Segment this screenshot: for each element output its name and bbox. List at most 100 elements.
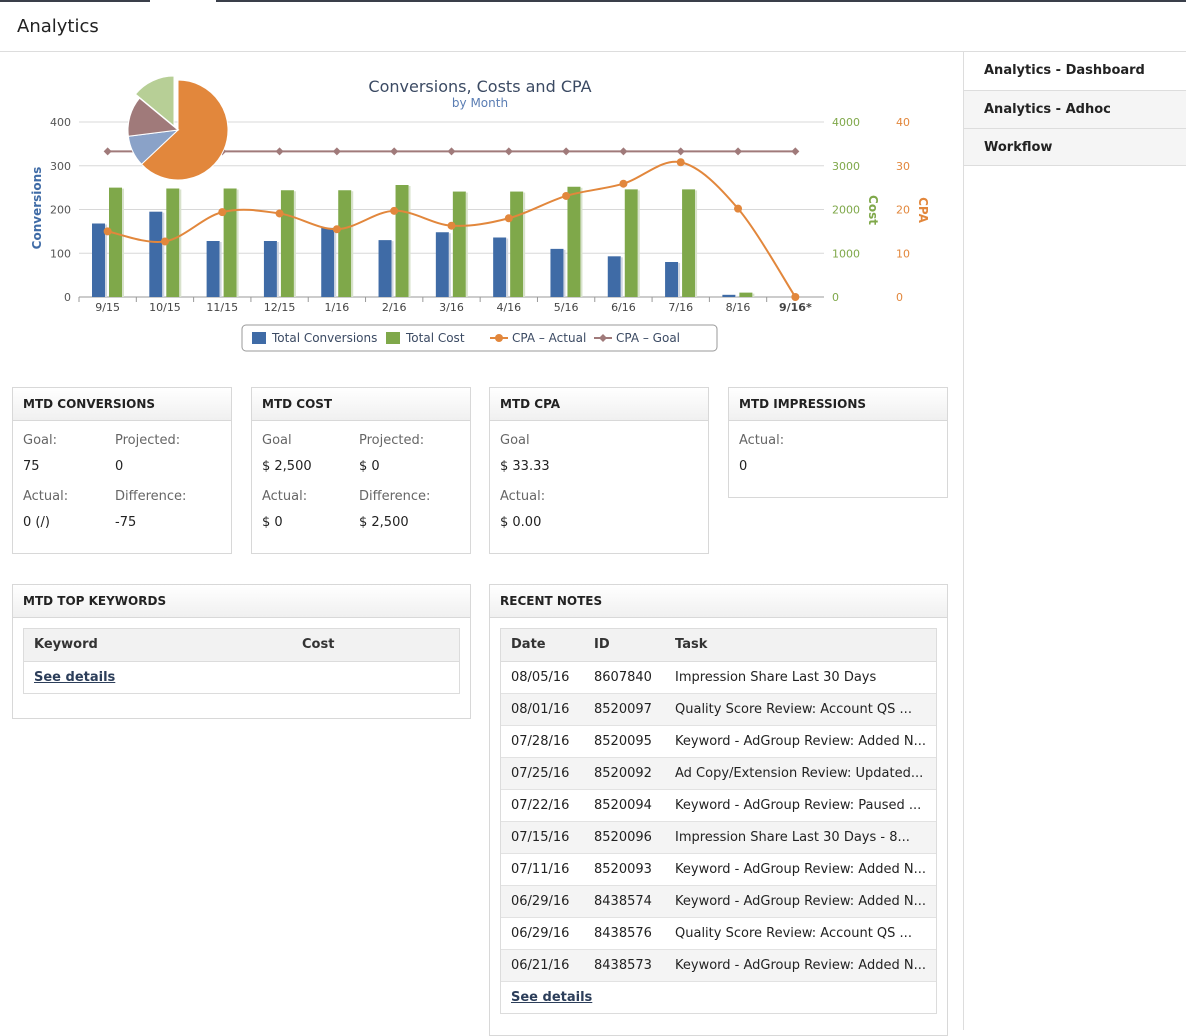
bar-total-conversions	[607, 256, 621, 297]
goal-label: Goal	[500, 433, 530, 448]
bar-total-cost	[739, 292, 753, 297]
mtd-cpa-card: MTD CPA Goal $ 33.33 Actual: $ 0.00	[489, 387, 709, 554]
sidebar-item-analytics-adhoc[interactable]: Analytics - Adhoc	[964, 90, 1186, 128]
cpa-actual-marker	[332, 225, 341, 234]
cpa-goal-marker	[734, 147, 743, 156]
bar-shadow	[391, 241, 394, 297]
bar-shadow	[506, 238, 509, 297]
projected-label: Projected:	[115, 433, 181, 448]
card-title: MTD IMPRESSIONS	[729, 388, 947, 421]
bar-total-cost	[510, 191, 524, 297]
see-details-link[interactable]: See details	[511, 989, 593, 1005]
notes-table-body: 08/05/16 8607840 Impression Share Last 30 …	[501, 661, 936, 982]
note-id: 8438573	[584, 949, 665, 982]
pie-slice	[127, 97, 180, 137]
actual-label: Actual:	[500, 489, 546, 504]
column-header-keyword[interactable]: Keyword	[24, 629, 292, 662]
actual-label: Actual:	[739, 433, 785, 448]
actual-value: 0 (/)	[23, 515, 50, 530]
cpa-axis-title: CPA	[916, 197, 930, 224]
card-title: MTD COST	[252, 388, 470, 421]
legend-label: CPA – Actual	[512, 331, 586, 345]
note-id: 8520095	[584, 725, 665, 758]
note-date: 08/05/16	[501, 661, 584, 694]
x-tick-label: 12/15	[264, 301, 296, 314]
actual-value: 0	[739, 459, 748, 474]
table-row[interactable]: 07/25/16 8520092 Ad Copy/Extension Review:…	[501, 757, 936, 790]
table-row[interactable]: 07/11/16 8520093 Keyword - AdGroup Review:…	[501, 853, 936, 886]
y-tick-label: 200	[50, 204, 71, 217]
note-id: 8520092	[584, 757, 665, 790]
bar-total-conversions	[321, 227, 335, 297]
table-row[interactable]: 06/29/16 8438576 Quality Score Review: Acc…	[501, 917, 936, 950]
projected-value: 0	[115, 459, 124, 474]
cost-tick-label: 2000	[832, 204, 860, 217]
cpa-tick-label: 0	[896, 291, 903, 304]
top-bar: Analytics	[0, 0, 1186, 52]
column-header-id[interactable]: ID	[584, 629, 665, 662]
note-date: 08/01/16	[501, 693, 584, 726]
mtd-impressions-card: MTD IMPRESSIONS Actual: 0	[728, 387, 948, 498]
note-id: 8520097	[584, 693, 665, 726]
note-date: 07/15/16	[501, 821, 584, 854]
x-tick-label: 5/16	[554, 301, 579, 314]
bar-total-conversions	[263, 241, 277, 297]
sidebar-item-analytics-dashboard[interactable]: Analytics - Dashboard	[964, 52, 1186, 90]
bar-shadow	[752, 293, 755, 297]
bar-shadow	[465, 192, 468, 297]
difference-label: Difference:	[115, 489, 187, 504]
see-details-link[interactable]: See details	[34, 669, 116, 685]
table-row[interactable]: 07/28/16 8520095 Keyword - AdGroup Review:…	[501, 725, 936, 758]
bar-total-conversions	[92, 223, 105, 297]
chart-title: Conversions, Costs and CPA	[368, 77, 591, 96]
bar-total-cost	[452, 191, 466, 297]
keywords-table: Keyword Cost See details	[24, 629, 459, 693]
cpa-actual-marker	[103, 227, 112, 236]
note-id: 8607840	[584, 661, 665, 694]
x-tick-label: 3/16	[439, 301, 464, 314]
bar-shadow	[105, 224, 107, 297]
cpa-goal-marker	[332, 147, 341, 156]
pie-slice	[134, 75, 175, 128]
difference-value: -75	[115, 515, 137, 530]
table-row[interactable]: 07/22/16 8520094 Keyword - AdGroup Review:…	[501, 789, 936, 822]
cpa-actual-marker	[791, 293, 800, 301]
cpa-goal-marker	[676, 147, 685, 156]
note-date: 07/22/16	[501, 789, 584, 822]
cost-axis-title: Cost	[866, 195, 880, 225]
bar-shadow	[695, 190, 698, 297]
cpa-goal-marker	[504, 147, 513, 156]
table-row[interactable]: 08/05/16 8607840 Impression Share Last 30 …	[501, 661, 936, 694]
cpa-actual-marker	[504, 214, 513, 223]
pie-slice	[140, 79, 229, 181]
x-tick-label: 2/16	[382, 301, 407, 314]
cost-tick-label: 0	[832, 291, 839, 304]
y-tick-label: 100	[50, 247, 71, 260]
cpa-actual-marker	[734, 204, 743, 213]
bar-shadow	[236, 189, 239, 297]
column-header-cost[interactable]: Cost	[292, 629, 459, 662]
table-row[interactable]: 06/29/16 8438574 Keyword - AdGroup Review:…	[501, 885, 936, 918]
active-tab-indicator	[150, 0, 216, 3]
cpa-actual-marker	[160, 237, 169, 246]
y-axis-title: Conversions	[30, 167, 44, 250]
bar-total-cost	[567, 186, 581, 297]
recent-notes-card: RECENT NOTES Date ID Task 08/05/16 860784…	[489, 584, 948, 1036]
sidebar-item-workflow[interactable]: Workflow	[964, 128, 1186, 166]
column-header-task[interactable]: Task	[665, 629, 936, 662]
note-date: 07/11/16	[501, 853, 584, 886]
table-row[interactable]: 08/01/16 8520097 Quality Score Review: Acc…	[501, 693, 936, 726]
bar-shadow	[408, 186, 411, 297]
bar-total-cost	[166, 188, 180, 297]
column-header-date[interactable]: Date	[501, 629, 584, 662]
bar-total-conversions	[550, 248, 564, 297]
actual-value: $ 0.00	[500, 515, 542, 530]
bar-total-conversions	[206, 241, 220, 297]
table-row[interactable]: 06/21/16 8438573 Keyword - AdGroup Review:…	[501, 949, 936, 982]
table-row[interactable]: 07/15/16 8520096 Impression Share Last 30 …	[501, 821, 936, 854]
note-task: Quality Score Review: Account QS ...	[665, 693, 936, 726]
notes-table: Date ID Task 08/05/16 8607840 Impression S…	[501, 629, 936, 1013]
bar-shadow	[219, 242, 222, 297]
cpa-goal-marker	[103, 147, 112, 156]
bar-total-conversions	[493, 237, 507, 297]
